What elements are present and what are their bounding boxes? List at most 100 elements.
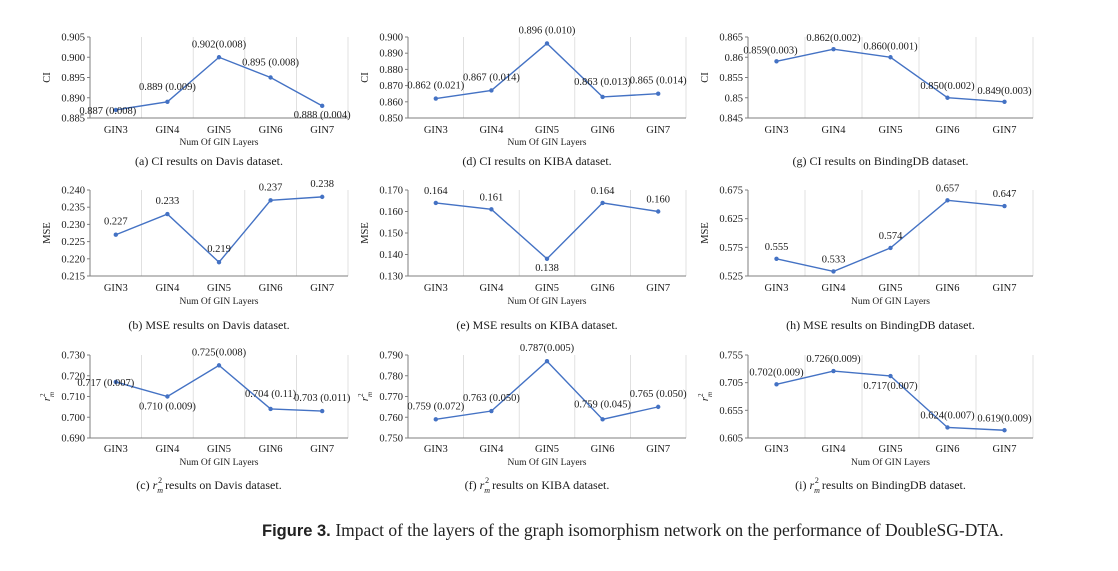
data-point [1002, 203, 1007, 209]
data-point [600, 94, 605, 100]
y-tick-label: 0.750 [379, 434, 403, 445]
data-label: 0.759 (0.045) [574, 399, 631, 410]
x-tick-label: GIN4 [155, 125, 180, 136]
y-tick-label: 0.525 [719, 272, 743, 283]
data-point [268, 198, 273, 203]
x-axis-label: Num Of GIN Layers [508, 296, 587, 307]
data-label: 0.219 [207, 244, 231, 255]
x-tick-label: GIN7 [310, 283, 334, 294]
x-tick-label: GIN6 [259, 283, 283, 294]
data-point [888, 245, 893, 251]
data-point [216, 55, 222, 60]
x-tick-label: GIN4 [155, 444, 180, 455]
x-tick-label: GIN7 [646, 283, 670, 294]
y-tick-label: 0.885 [61, 114, 85, 125]
chart-panel-d: 0.900 0.890 0.880 0.870 0.860 0.850 GIN3 GIN4 GI… [360, 25, 687, 168]
data-label: 0.867 (0.014) [463, 72, 520, 83]
series-line [435, 360, 659, 421]
x-tick-label: GIN7 [310, 444, 334, 455]
y-tick-label: 0.790 [379, 351, 403, 362]
y-tick-label: 0.720 [61, 371, 85, 382]
x-tick-label: GIN3 [104, 283, 128, 294]
y-tick-label: 0.160 [379, 207, 403, 218]
x-axis-label: Num Of GIN Layers [508, 137, 587, 148]
x-tick-label: GIN6 [259, 444, 283, 455]
x-tick-label: GIN7 [646, 444, 670, 455]
data-label: 0.862(0.002) [806, 33, 861, 44]
panel-title: (f) rm2 results on KIBA dataset. [465, 476, 610, 495]
y-tick-label: 0.730 [61, 351, 85, 362]
y-axis-label: rm2 [357, 392, 374, 401]
x-tick-label: GIN3 [104, 444, 128, 455]
chart-panel-b: 0.240 0.235 0.230 0.225 0.220 0.215 GIN3 GIN4 GI… [42, 179, 349, 332]
chart-panel-h: 0.675 0.625 0.575 0.525 GIN3 GIN4 GIN5 GIN6 GIN7… [700, 183, 1034, 332]
x-tick-label: GIN5 [535, 283, 559, 294]
y-tick-label: 0.235 [61, 203, 85, 214]
data-label: 0.574 [879, 231, 903, 242]
data-label: 0.657 [936, 183, 960, 194]
x-tick-label: GIN6 [591, 125, 615, 136]
data-point [320, 408, 325, 414]
x-tick-label: GIN4 [479, 444, 504, 455]
chart-panel-c: 0.730 0.720 0.710 0.700 0.690 GIN3 GIN4 GIN5 GIN… [39, 347, 351, 495]
chart-panel-f: 0.790 0.780 0.770 0.760 0.750 GIN3 GIN4 GIN5 GIN… [357, 343, 687, 495]
data-point [433, 96, 438, 101]
data-label: 0.164 [424, 186, 448, 197]
x-tick-label: GIN6 [936, 444, 960, 455]
y-tick-label: 0.855 [719, 73, 743, 84]
data-label: 0.164 [591, 186, 615, 197]
data-label: 0.895 (0.008) [242, 58, 299, 69]
x-tick-label: GIN3 [765, 283, 789, 294]
data-point [113, 232, 119, 237]
y-tick-label: 0.140 [379, 250, 403, 261]
y-tick-label: 0.215 [61, 272, 85, 283]
x-tick-label: GIN4 [822, 125, 847, 136]
y-tick-label: 0.690 [61, 434, 85, 445]
data-label: 0.702(0.009) [749, 367, 804, 378]
y-tick-label: 0.845 [719, 114, 743, 125]
x-tick-label: GIN7 [993, 283, 1017, 294]
y-tick-label: 0.900 [379, 33, 403, 44]
y-tick-label: 0.905 [61, 33, 85, 44]
data-point [544, 41, 550, 46]
data-label: 0.704 (0.11) [245, 389, 297, 400]
data-point [268, 75, 273, 80]
x-tick-label: GIN6 [591, 283, 615, 294]
data-point [945, 95, 950, 100]
data-label: 0.759 (0.072) [407, 401, 464, 412]
y-tick-label: 0.655 [719, 406, 743, 417]
panel-title: (c) rm2 results on Davis dataset. [136, 476, 281, 495]
y-axis-label: MSE [700, 222, 711, 244]
x-tick-label: GIN6 [936, 125, 960, 136]
y-tick-label: 0.150 [379, 229, 403, 240]
x-tick-label: GIN6 [259, 125, 283, 136]
data-point [656, 209, 661, 214]
y-tick-label: 0.625 [719, 214, 743, 225]
y-tick-label: 0.900 [61, 53, 85, 64]
data-label: 0.763 (0.050) [463, 393, 520, 404]
data-point [320, 194, 325, 200]
data-point [268, 406, 273, 412]
chart-panel-g: 0.865 0.86 0.855 0.85 0.845 GIN3 GIN4 GIN5 GIN6 G… [700, 33, 1034, 168]
data-label: 0.849(0.003) [977, 86, 1032, 97]
y-tick-label: 0.230 [61, 220, 85, 231]
y-tick-label: 0.860 [379, 97, 403, 108]
y-axis-label: CI [700, 72, 711, 83]
data-point [489, 88, 494, 93]
data-point [888, 373, 893, 379]
data-label: 0.624(0.007) [920, 410, 975, 421]
x-tick-label: GIN3 [424, 125, 448, 136]
x-tick-label: GIN3 [765, 125, 789, 136]
figure-panels: 0.905 0.900 0.895 0.890 0.885 GIN3 GIN4 GIN5 GIN… [39, 25, 1034, 495]
x-tick-label: GIN3 [104, 125, 128, 136]
data-point [774, 59, 779, 64]
y-tick-label: 0.86 [725, 53, 743, 64]
data-label: 0.888 (0.004) [294, 110, 351, 121]
panel-title: (b) MSE results on Davis dataset. [128, 318, 289, 332]
data-label: 0.533 [822, 254, 846, 265]
data-point [433, 200, 438, 206]
y-tick-label: 0.890 [379, 49, 403, 60]
y-axis-label: rm2 [697, 392, 714, 401]
data-label: 0.725(0.008) [192, 347, 247, 358]
x-tick-label: GIN5 [535, 125, 559, 136]
